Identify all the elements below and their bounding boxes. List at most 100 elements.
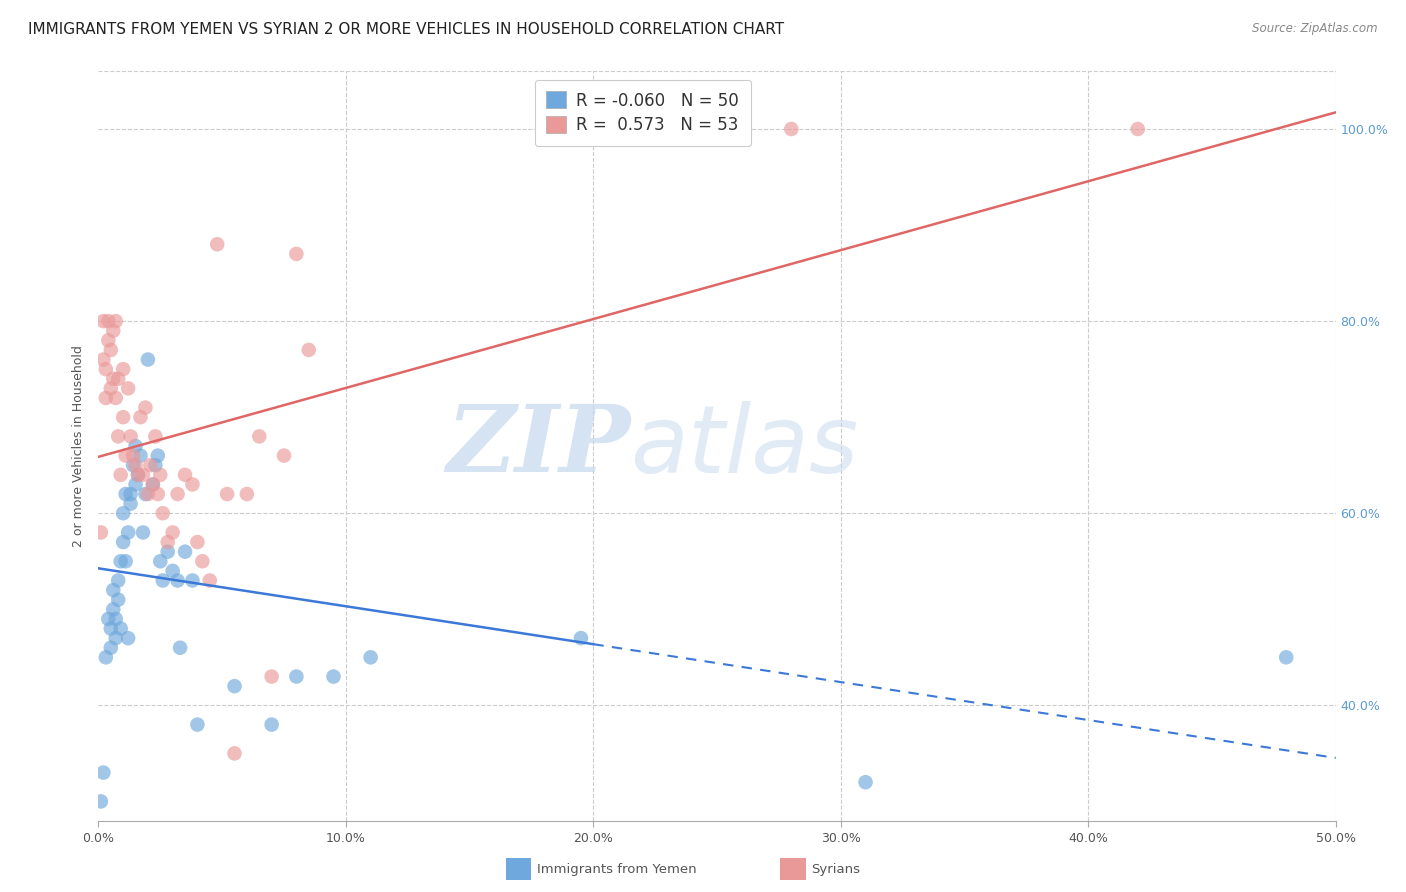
Point <box>174 467 197 482</box>
Point <box>124 439 146 453</box>
Point <box>110 622 132 636</box>
Point <box>224 747 246 761</box>
Point <box>124 477 146 491</box>
Point <box>181 574 204 588</box>
Point <box>100 640 122 655</box>
Point <box>162 564 184 578</box>
Point <box>247 429 270 443</box>
Point <box>205 237 228 252</box>
Point <box>104 391 127 405</box>
Point <box>110 554 132 568</box>
Point <box>97 612 120 626</box>
Point <box>149 467 172 482</box>
Text: Immigrants from Yemen: Immigrants from Yemen <box>537 863 697 876</box>
Point <box>103 602 125 616</box>
Point <box>129 410 152 425</box>
Point <box>156 544 179 558</box>
Point <box>107 592 129 607</box>
Point <box>93 765 115 780</box>
Point <box>152 574 174 588</box>
Point <box>100 622 122 636</box>
Point <box>93 352 115 367</box>
Point <box>97 314 120 328</box>
Point <box>97 334 120 348</box>
Point <box>139 458 162 473</box>
Text: atlas: atlas <box>630 401 859 491</box>
Point <box>107 372 129 386</box>
Point <box>569 631 592 645</box>
Point <box>152 506 174 520</box>
Point <box>134 487 156 501</box>
Point <box>143 429 166 443</box>
Point <box>1126 122 1149 136</box>
Point <box>1275 650 1298 665</box>
Point <box>104 314 127 328</box>
Point <box>90 794 112 808</box>
Point <box>191 554 214 568</box>
Point <box>104 631 127 645</box>
Point <box>114 487 136 501</box>
Point <box>136 487 159 501</box>
Point <box>100 381 122 395</box>
Point <box>117 525 139 540</box>
Point <box>142 477 165 491</box>
Point <box>90 525 112 540</box>
Point <box>260 669 283 683</box>
Point <box>120 497 142 511</box>
Point <box>112 362 135 376</box>
Point <box>260 717 283 731</box>
Y-axis label: 2 or more Vehicles in Household: 2 or more Vehicles in Household <box>72 345 86 547</box>
Point <box>94 362 117 376</box>
Point <box>855 775 877 789</box>
Point <box>103 372 125 386</box>
Point <box>103 583 125 598</box>
Point <box>117 381 139 395</box>
Point <box>134 401 156 415</box>
Point <box>124 458 146 473</box>
Point <box>166 487 188 501</box>
Text: ZIP: ZIP <box>446 401 630 491</box>
Point <box>120 429 142 443</box>
Point <box>114 449 136 463</box>
Point <box>285 669 308 683</box>
Point <box>174 544 197 558</box>
Point <box>100 343 122 357</box>
Point <box>162 525 184 540</box>
Legend: R = -0.060   N = 50, R =  0.573   N = 53: R = -0.060 N = 50, R = 0.573 N = 53 <box>534 79 751 146</box>
Point <box>186 717 208 731</box>
Point <box>217 487 239 501</box>
Point <box>110 467 132 482</box>
Point <box>114 554 136 568</box>
Point <box>132 467 155 482</box>
Point <box>322 669 344 683</box>
Point <box>136 352 159 367</box>
Point <box>146 449 169 463</box>
Point <box>104 612 127 626</box>
Point <box>107 574 129 588</box>
Point <box>127 467 149 482</box>
Point <box>780 122 803 136</box>
Point <box>120 487 142 501</box>
Text: IMMIGRANTS FROM YEMEN VS SYRIAN 2 OR MORE VEHICLES IN HOUSEHOLD CORRELATION CHAR: IMMIGRANTS FROM YEMEN VS SYRIAN 2 OR MOR… <box>28 22 785 37</box>
Point <box>186 535 208 549</box>
Point <box>146 487 169 501</box>
Point <box>112 410 135 425</box>
Point <box>93 314 115 328</box>
Point <box>94 391 117 405</box>
Point <box>142 477 165 491</box>
Point <box>94 650 117 665</box>
Point <box>143 458 166 473</box>
Point <box>273 449 295 463</box>
Point <box>181 477 204 491</box>
Point <box>122 449 145 463</box>
Point <box>117 631 139 645</box>
Point <box>198 574 221 588</box>
Point <box>112 535 135 549</box>
Point <box>129 449 152 463</box>
Point <box>132 525 155 540</box>
Point <box>107 429 129 443</box>
Point <box>156 535 179 549</box>
Point <box>149 554 172 568</box>
Point <box>122 458 145 473</box>
Text: Syrians: Syrians <box>811 863 860 876</box>
